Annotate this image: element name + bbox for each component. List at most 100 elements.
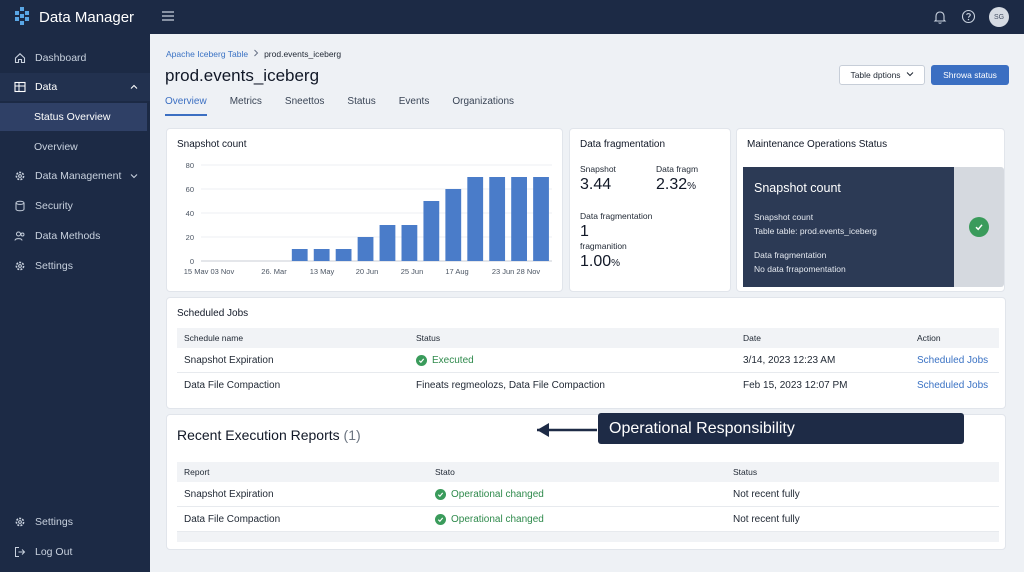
report-stato: Operational changed <box>435 513 544 525</box>
sidebar-item-overview[interactable]: Overview <box>0 133 150 161</box>
tab-bar: Overview Metrics Sneettos Status Events … <box>165 96 537 116</box>
job-name: Data File Compaction <box>184 380 281 391</box>
tab-events[interactable]: Events <box>398 96 430 107</box>
sidebar-item-label: Security <box>35 200 73 212</box>
chart-bar[interactable] <box>313 249 330 261</box>
chart-bar[interactable] <box>291 249 308 261</box>
chart-bar[interactable] <box>467 177 484 261</box>
sidebar-item-data[interactable]: Data <box>0 73 150 101</box>
fragmentation-count: 1 <box>580 223 589 240</box>
sidebar-item-data-management[interactable]: Data Management <box>0 162 150 190</box>
tab-metrics[interactable]: Metrics <box>229 96 262 107</box>
job-action-link[interactable]: Scheduled Jobs <box>917 380 989 391</box>
maintenance-panel-title: Snapshot count <box>754 181 841 195</box>
chart-bar[interactable] <box>335 249 352 261</box>
table-row: Data File Compaction Operational changed… <box>177 507 999 532</box>
y-tick-label: 40 <box>186 209 194 218</box>
table-row: Snapshot Expiration Operational changed … <box>177 482 999 507</box>
snapshot-value: 3.44 <box>580 176 612 193</box>
chevron-up-icon <box>130 82 138 94</box>
y-tick-label: 60 <box>186 185 194 194</box>
table-header: Schedule name Status Date Action <box>177 328 999 348</box>
check-circle-icon <box>416 354 427 366</box>
y-tick-label: 80 <box>186 161 194 170</box>
report-status: Not recent fully <box>733 513 800 525</box>
tab-snapshots[interactable]: Sneettos <box>284 96 325 107</box>
brand[interactable]: Data Manager <box>12 6 134 28</box>
column-header: Date <box>743 333 761 343</box>
reports-title-text: Recent Execution Reports <box>177 427 340 443</box>
job-action-link[interactable]: Scheduled Jobs <box>917 354 989 366</box>
table-header: Report Stato Status <box>177 462 999 482</box>
table-footer <box>177 532 999 542</box>
table-row: Snapshot Expiration Executed 3/14, 2023 … <box>177 348 999 373</box>
sidebar-item-settings[interactable]: Settings <box>0 252 150 280</box>
data-fragm-label: Data fragm <box>656 164 699 174</box>
show-status-button[interactable]: Shrowa status <box>931 65 1009 85</box>
sidebar-item-dashboard[interactable]: Dashboard <box>0 44 150 72</box>
sidebar-footer-logout[interactable]: Log Out <box>0 538 150 566</box>
sidebar-item-label: Overview <box>34 141 78 153</box>
fragmentation-percent: 1.00% <box>580 253 620 271</box>
main-content: Apache Iceberg Table prod.events_iceberg… <box>150 34 1024 572</box>
x-tick-label: 23 Jun 28 Nov <box>492 267 541 276</box>
chart-bar[interactable] <box>401 225 418 261</box>
report-stato-text: Operational changed <box>451 488 544 500</box>
users-icon <box>14 230 26 242</box>
card-title: Snapshot count <box>177 139 247 150</box>
scheduled-jobs-card: Scheduled Jobs Schedule name Status Date… <box>166 297 1006 409</box>
tab-organizations[interactable]: Organizations <box>452 96 515 107</box>
sidebar-item-data-methods[interactable]: Data Methods <box>0 222 150 250</box>
job-status: Executed <box>416 354 474 366</box>
snapshot-bar-chart: 0 20 40 60 80 15 Mav 03 Nov 26. Mar 13 May 20 Ju… <box>184 161 552 276</box>
database-icon <box>14 200 26 212</box>
maintenance-line: Data fragmentation <box>754 250 827 260</box>
x-tick-label: 20 Jun <box>356 267 379 276</box>
breadcrumb: Apache Iceberg Table prod.events_iceberg <box>166 49 341 59</box>
sidebar-item-security[interactable]: Security <box>0 192 150 220</box>
sidebar: Data Manager Dashboard Data Status Overv… <box>0 0 150 572</box>
menu-icon[interactable] <box>162 11 174 24</box>
check-circle-icon <box>435 488 446 500</box>
check-circle-icon <box>435 513 446 525</box>
bell-icon[interactable] <box>933 9 947 28</box>
data-fragm-number: 2.32 <box>656 176 688 193</box>
chart-bar[interactable] <box>445 189 462 261</box>
table-options-button[interactable]: Table dptions <box>839 65 925 85</box>
fragmentation-label: Data fragmentation <box>580 211 653 221</box>
chart-bar[interactable] <box>489 177 506 261</box>
scheduled-jobs-table: Schedule name Status Date Action Snapsho… <box>177 328 999 398</box>
chart-bar[interactable] <box>423 201 440 261</box>
breadcrumb-current: prod.events_iceberg <box>264 49 342 59</box>
column-header: Stato <box>435 467 455 477</box>
sidebar-item-label: Data Management <box>35 170 122 182</box>
job-status-text: Executed <box>432 354 474 366</box>
x-tick-label: 15 Mav 03 Nov <box>184 267 235 276</box>
help-icon[interactable] <box>961 9 976 27</box>
maintenance-line: No data frrapomentation <box>754 264 846 274</box>
home-icon <box>14 52 26 64</box>
sidebar-footer-settings[interactable]: Settings <box>0 508 150 536</box>
fragmentation-percent-unit: % <box>611 258 621 269</box>
report-status: Not recent fully <box>733 488 800 500</box>
chart-bar[interactable] <box>379 225 396 261</box>
column-header: Schedule name <box>184 333 244 343</box>
breadcrumb-parent-link[interactable]: Apache Iceberg Table <box>166 49 249 59</box>
sidebar-item-label: Settings <box>35 260 73 272</box>
maintenance-status-card: Maintenance Operations Status Snapshot c… <box>736 128 1005 292</box>
chart-bar[interactable] <box>533 177 549 261</box>
avatar[interactable]: SG <box>989 7 1009 27</box>
chart-bar[interactable] <box>357 237 374 261</box>
sidebar-item-label: Dashboard <box>35 52 87 64</box>
column-header: Status <box>416 333 441 343</box>
fragmentation-sub: fragmanition <box>580 241 627 251</box>
sidebar-item-label: Log Out <box>35 546 73 558</box>
sidebar-item-status-overview[interactable]: Status Overview <box>0 103 147 131</box>
maintenance-line: Table table: prod.events_iceberg <box>754 226 877 236</box>
job-date: 3/14, 2023 12:23 AM <box>743 354 836 366</box>
chart-bar[interactable] <box>511 177 527 261</box>
report-stato-text: Operational changed <box>451 513 544 525</box>
tab-status[interactable]: Status <box>347 96 376 107</box>
tab-overview[interactable]: Overview <box>165 96 207 116</box>
top-bar: SG <box>150 0 1024 34</box>
